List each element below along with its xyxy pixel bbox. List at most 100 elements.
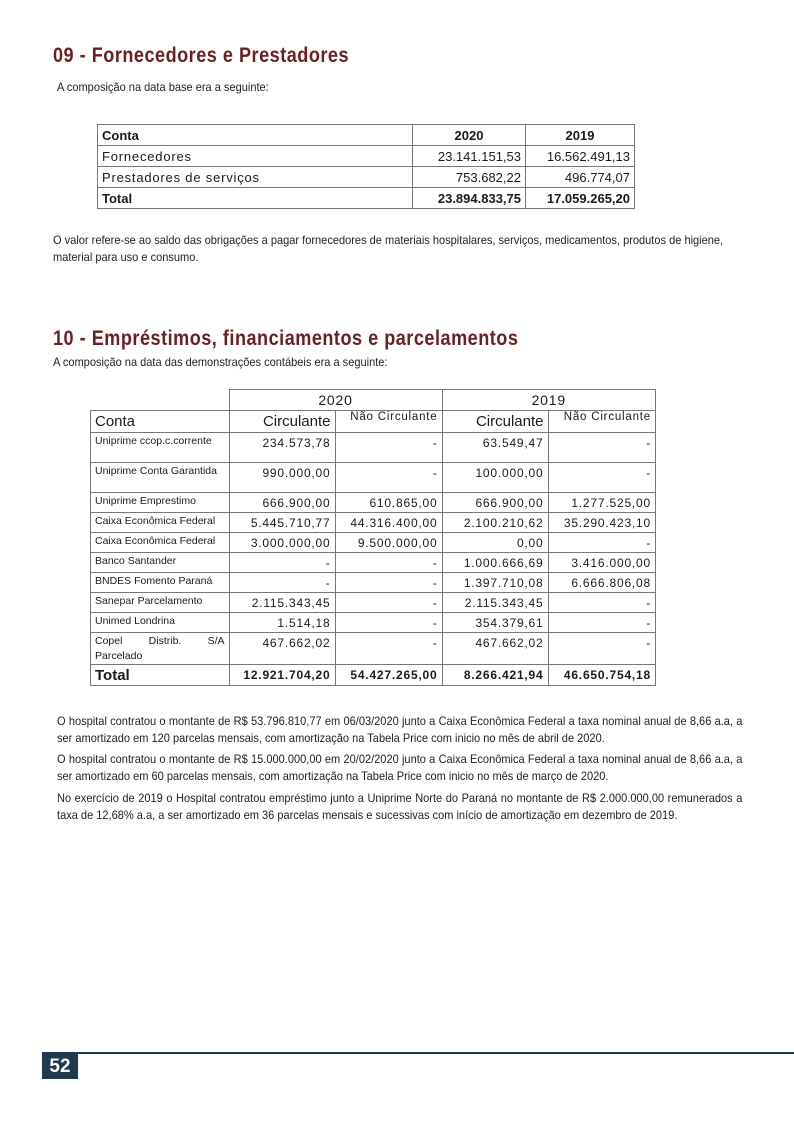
nao-circulante-2019: - <box>547 462 656 493</box>
table-row: Fornecedores 23.141.151,53 16.562.491,13 <box>97 145 635 167</box>
nao-circulante-2019: 3.416.000,00 <box>547 552 656 573</box>
circulante-2019: 2.115.343,45 <box>441 592 549 613</box>
header-circulante-2019: Circulante <box>441 410 549 433</box>
circulante-2020: 3.000.000,00 <box>228 532 336 553</box>
nao-circulante-2019: - <box>547 532 656 553</box>
total-circulante-2020: 12.921.704,20 <box>228 664 336 686</box>
header-year-2020: 2020 <box>228 389 443 411</box>
loans-table: 2020 2019 Conta Circulante Não Circulant… <box>90 389 656 686</box>
circulante-2020: 234.573,78 <box>228 432 336 463</box>
table-total-row: Total 23.894.833,75 17.059.265,20 <box>97 187 635 209</box>
header-circulante-2020: Circulante <box>228 410 336 433</box>
total-nao-circulante-2020: 54.427.265,00 <box>334 664 443 686</box>
nao-circulante-2020: - <box>334 552 443 573</box>
row-value-2020: 23.141.151,53 <box>412 145 526 167</box>
nao-circulante-2019: - <box>547 632 656 665</box>
circulante-2019: 1.397.710,08 <box>441 572 549 593</box>
year-header-row: 2020 2019 <box>90 389 656 411</box>
table-row: Caixa Econômica Federal 5.445.710,77 44.31… <box>90 512 656 533</box>
total-label: Total <box>90 664 230 686</box>
circulante-2020: 2.115.343,45 <box>228 592 336 613</box>
nao-circulante-2020: - <box>334 612 443 633</box>
nao-circulante-2020: 9.500.000,00 <box>334 532 443 553</box>
circulante-2020: 5.445.710,77 <box>228 512 336 533</box>
loan-note-1: O hospital contratou o montante de R$ 53… <box>57 714 743 745</box>
row-label: Sanepar Parcelamento <box>90 592 230 613</box>
table-row: Uniprime Conta Garantida 990.000,00-100.0… <box>90 462 656 493</box>
row-value-2019: 496.774,07 <box>525 166 635 188</box>
header-2020: 2020 <box>412 124 526 146</box>
row-label: Caixa Econômica Federal <box>90 532 230 553</box>
nao-circulante-2020: 44.316.400,00 <box>334 512 443 533</box>
section-10-intro: A composição na data das demonstrações c… <box>53 355 388 369</box>
circulante-2020: 1.514,18 <box>228 612 336 633</box>
row-label: Uniprime Conta Garantida <box>90 462 230 493</box>
nao-circulante-2020: - <box>334 462 443 493</box>
circulante-2019: 666.900,00 <box>441 492 549 513</box>
footer-rule <box>42 1052 794 1054</box>
circulante-2020: - <box>228 552 336 573</box>
table-row: Sanepar Parcelamento 2.115.343,45-2.115.3… <box>90 592 656 613</box>
circulante-2020: 990.000,00 <box>228 462 336 493</box>
circulante-2019: 1.000.666,69 <box>441 552 549 573</box>
table-header-row: Conta 2020 2019 <box>97 124 635 146</box>
table-row: Prestadores de serviços 753.682,22 496.7… <box>97 166 635 188</box>
row-label: Uniprime Emprestimo <box>90 492 230 513</box>
header-conta: Conta <box>97 124 413 146</box>
nao-circulante-2020: 610.865,00 <box>334 492 443 513</box>
row-label: Prestadores de serviços <box>97 166 413 188</box>
header-nao-circulante-2020: Não Circulante <box>334 410 443 433</box>
row-label: Uniprime ccop.c.corrente <box>90 432 230 463</box>
total-2020: 23.894.833,75 <box>412 187 526 209</box>
circulante-2019: 354.379,61 <box>441 612 549 633</box>
row-label: BNDES Fomento Paraná <box>90 572 230 593</box>
circulante-2019: 467.662,02 <box>441 632 549 665</box>
row-label: Unimed Londrina <box>90 612 230 633</box>
circulante-2020: 467.662,02 <box>228 632 336 665</box>
nao-circulante-2019: - <box>547 612 656 633</box>
circulante-2019: 63.549,47 <box>441 432 549 463</box>
header-year-2019: 2019 <box>441 389 656 411</box>
table-row: Uniprime ccop.c.corrente 234.573,78-63.54… <box>90 432 656 463</box>
suppliers-table: Conta 2020 2019 Fornecedores 23.141.151,… <box>97 124 635 209</box>
row-label: Banco Santander <box>90 552 230 573</box>
section-09-note: O valor refere-se ao saldo das obrigaçõe… <box>53 233 724 264</box>
column-header-row: Conta Circulante Não Circulante Circulan… <box>90 410 656 433</box>
loan-note-2: O hospital contratou o montante de R$ 15… <box>57 752 743 783</box>
nao-circulante-2019: 35.290.423,10 <box>547 512 656 533</box>
circulante-2019: 2.100.210,62 <box>441 512 549 533</box>
page-number: 52 <box>42 1054 78 1079</box>
nao-circulante-2020: - <box>334 572 443 593</box>
section-09-intro: A composição na data base era a seguinte… <box>57 80 269 94</box>
nao-circulante-2019: 1.277.525,00 <box>547 492 656 513</box>
row-label: Caixa Econômica Federal <box>90 512 230 533</box>
row-value-2020: 753.682,22 <box>412 166 526 188</box>
total-label: Total <box>97 187 413 209</box>
row-value-2019: 16.562.491,13 <box>525 145 635 167</box>
nao-circulante-2019: 6.666.806,08 <box>547 572 656 593</box>
header-conta: Conta <box>90 410 230 433</box>
section-09-title: 09 - Fornecedores e Prestadores <box>53 44 350 67</box>
table-row: Unimed Londrina 1.514,18-354.379,61- <box>90 612 656 633</box>
row-label: Fornecedores <box>97 145 413 167</box>
total-2019: 17.059.265,20 <box>525 187 635 209</box>
table-total-row: Total 12.921.704,20 54.427.265,00 8.266.421… <box>90 664 656 686</box>
table-row: BNDES Fomento Paraná - -1.397.710,08 6.666.… <box>90 572 656 593</box>
total-nao-circulante-2019: 46.650.754,18 <box>547 664 656 686</box>
table-row: Uniprime Emprestimo 666.900,00 610.865,00 6… <box>90 492 656 513</box>
section-10-title: 10 - Empréstimos, financiamentos e parce… <box>53 327 519 350</box>
circulante-2019: 0,00 <box>441 532 549 553</box>
row-label: Copel Distrib. S/A Parcelado <box>90 632 230 665</box>
circulante-2019: 100.000,00 <box>441 462 549 493</box>
loan-note-3: No exercício de 2019 o Hospital contrato… <box>57 791 743 822</box>
table-row: Caixa Econômica Federal 3.000.000,00 9.500… <box>90 532 656 553</box>
header-2019: 2019 <box>525 124 635 146</box>
nao-circulante-2020: - <box>334 432 443 463</box>
table-row: Banco Santander - -1.000.666,69 3.416.000,0… <box>90 552 656 573</box>
nao-circulante-2020: - <box>334 592 443 613</box>
circulante-2020: - <box>228 572 336 593</box>
nao-circulante-2019: - <box>547 432 656 463</box>
circulante-2020: 666.900,00 <box>228 492 336 513</box>
header-nao-circulante-2019: Não Circulante <box>547 410 656 433</box>
